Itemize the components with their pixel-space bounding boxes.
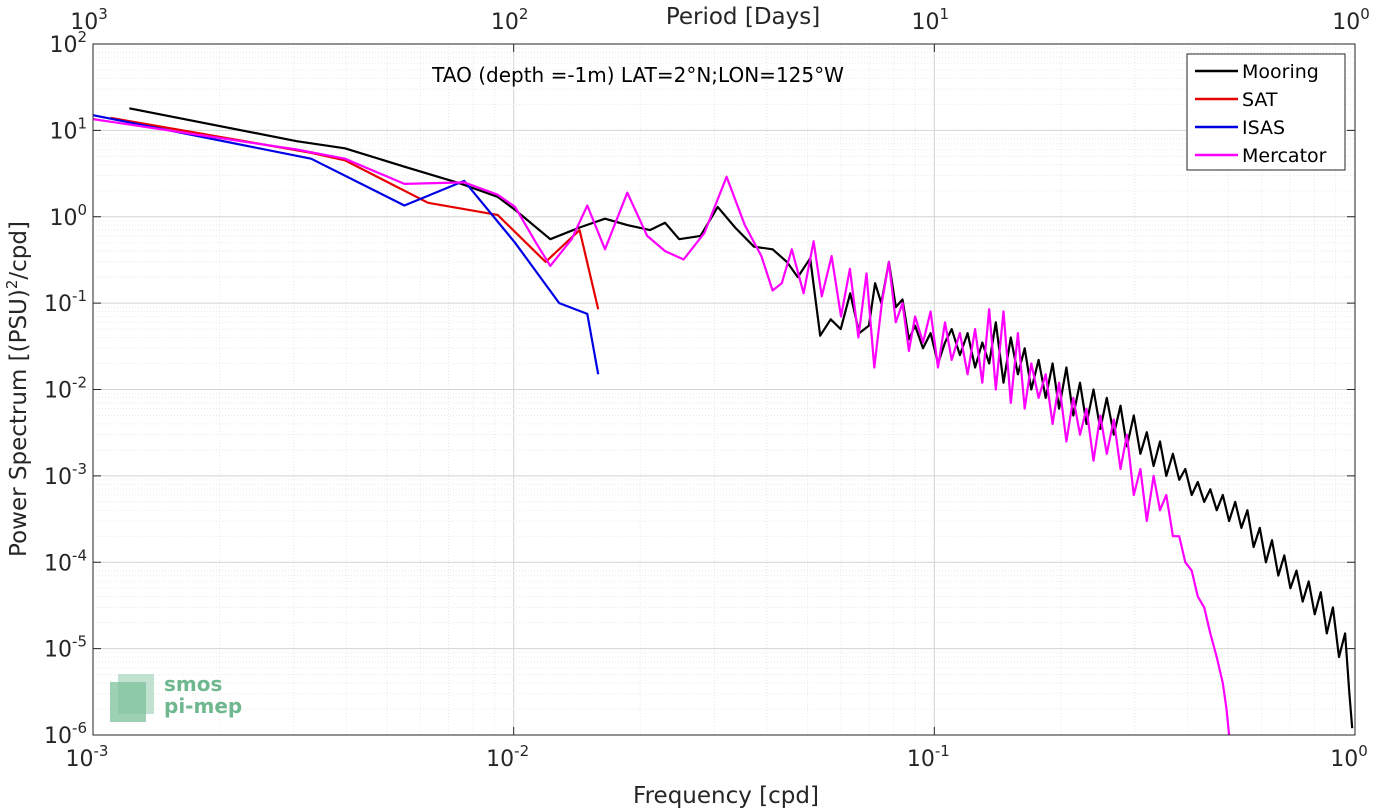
chart-title: TAO (depth =-1m) LAT=2°N;LON=125°W (431, 63, 844, 87)
y-tick-label: 100 (49, 201, 87, 231)
y-tick-label: 10-4 (44, 546, 87, 576)
x-tick-label: 10-1 (907, 742, 950, 772)
grid (93, 44, 1355, 735)
legend-label-mercator: Mercator (1242, 145, 1327, 167)
y-tick-label: 10-5 (44, 633, 87, 663)
legend-label-sat: SAT (1242, 89, 1278, 111)
y-axis-label-tail: /cpd] (6, 221, 32, 280)
legend-box (1186, 53, 1346, 171)
legend-label-isas: ISAS (1242, 117, 1285, 139)
legend-label-mooring: Mooring (1242, 61, 1319, 83)
smos-logo: smos pi-mep (110, 672, 242, 722)
logo-line1: smos (164, 672, 222, 696)
series-line-mooring (129, 107, 1354, 729)
top-axis-label: Period [Days] (666, 4, 820, 30)
y-tick-label: 10-2 (44, 374, 87, 404)
x2-tick-label: 103 (70, 5, 108, 35)
y-tick-label: 10-6 (44, 719, 87, 749)
legend: Mooring SAT ISAS Mercator (1186, 53, 1346, 171)
logo-line2: pi-mep (164, 694, 242, 718)
plot-lines (92, 107, 1354, 736)
x-tick-label: 10-3 (66, 742, 109, 772)
x2-tick-label: 101 (912, 5, 950, 35)
series-line-isas (92, 114, 600, 375)
y-tick-label: 10-3 (44, 460, 87, 490)
x2-tick-label: 100 (1332, 5, 1370, 35)
y-tick-label: 101 (49, 114, 87, 144)
x-tick-label: 100 (1330, 742, 1368, 772)
y-tick-label: 102 (49, 28, 87, 58)
series-line-mercator (92, 118, 1231, 736)
y-axis-label-sup: 2 (3, 280, 21, 290)
y-axis-label-main: Power Spectrum [(PSU) (6, 289, 32, 557)
x2-tick-label: 102 (491, 5, 529, 35)
y-axis-label: Power Spectrum [(PSU)2/cpd] (3, 221, 32, 557)
x-axis-label: Frequency [cpd] (633, 783, 819, 809)
y-tick-label: 10-1 (44, 287, 87, 317)
logo-mark-front (110, 682, 146, 722)
x-tick-label: 10-2 (486, 742, 529, 772)
